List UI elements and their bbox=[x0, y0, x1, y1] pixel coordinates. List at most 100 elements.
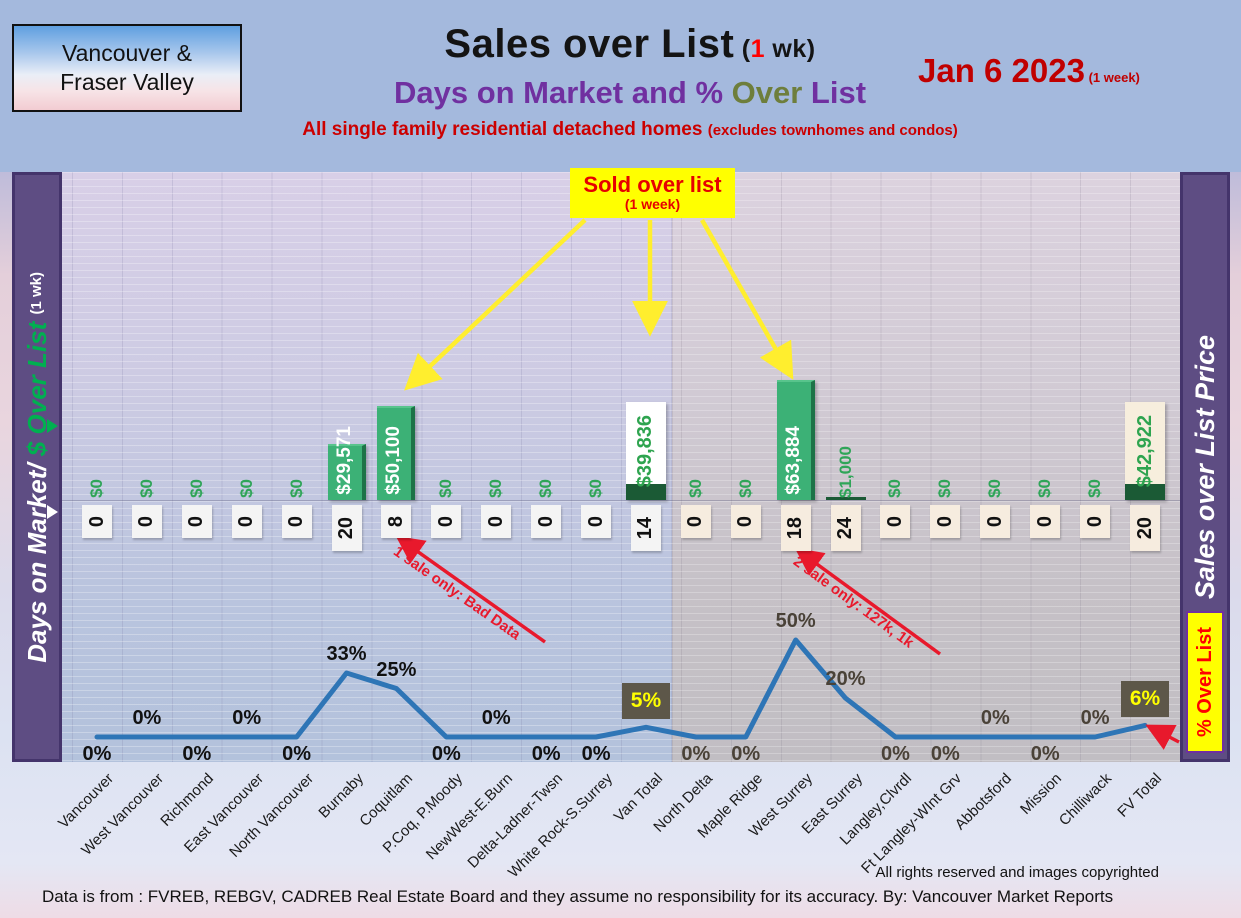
title-block: Sales over List (1 wk) Days on Market an… bbox=[280, 22, 980, 141]
days-on-market-box: 24 bbox=[830, 505, 861, 551]
bad-data-arrow bbox=[395, 535, 547, 644]
days-on-market-box: 0 bbox=[181, 505, 212, 538]
dollar-value-label: $39,836 bbox=[634, 414, 657, 488]
region-line2: Fraser Valley bbox=[60, 69, 194, 95]
pct-over-list-badge-text: % Over List bbox=[1193, 626, 1216, 738]
pct-value-label: 0% bbox=[82, 743, 112, 765]
tagline: All single family residential detached h… bbox=[280, 119, 980, 141]
dollar-value-label: $50,100 bbox=[383, 426, 405, 495]
title-paren-close: wk) bbox=[764, 35, 816, 63]
dollar-value-label: $0 bbox=[186, 479, 206, 498]
region-line1: Vancouver & bbox=[62, 40, 192, 67]
fv-total-pointer-arrow bbox=[1145, 724, 1180, 750]
chart-svg bbox=[94, 218, 1180, 750]
right-axis-bar: Sales over List Price % Over List bbox=[1180, 172, 1230, 762]
days-value: 0 bbox=[983, 515, 1006, 528]
pct-value-label: 0% bbox=[531, 743, 561, 765]
days-value: 14 bbox=[634, 516, 657, 540]
right-axis-text: Sales over List Price bbox=[1189, 334, 1220, 600]
days-on-market-box: 0 bbox=[1030, 505, 1061, 538]
pct-value-label: 0% bbox=[681, 743, 711, 765]
days-on-market-box: 20 bbox=[331, 505, 362, 551]
pct-value-label: 25% bbox=[376, 658, 417, 681]
title-paren-open: ( bbox=[734, 35, 751, 63]
dollar-value-label: $0 bbox=[985, 479, 1005, 498]
days-value: 0 bbox=[933, 515, 956, 528]
dollar-bar: $29,571 bbox=[327, 426, 366, 500]
pct-value-label: 50% bbox=[775, 610, 816, 632]
days-on-market-box: 0 bbox=[730, 505, 761, 538]
subtitle-part2: Over bbox=[731, 75, 803, 110]
dollar-value-label: $0 bbox=[1035, 479, 1055, 498]
title-week-number: 1 bbox=[750, 35, 765, 63]
days-on-market-box: 14 bbox=[630, 505, 661, 551]
days-value: 0 bbox=[1083, 515, 1106, 528]
copyright-note: All rights reserved and images copyright… bbox=[875, 864, 1159, 881]
total-bar-fv: $42,922 bbox=[1125, 402, 1165, 500]
dollar-value-label: $0 bbox=[87, 479, 106, 498]
callout-subtitle: (1 week) bbox=[624, 195, 681, 212]
sold-over-list-callout: Sold over list (1 week) bbox=[570, 168, 735, 218]
dollar-axis-arrow-icon bbox=[47, 419, 58, 433]
pct-value-label: 0% bbox=[980, 707, 1010, 729]
dollar-value-label: $0 bbox=[536, 479, 556, 498]
days-on-market-box: 0 bbox=[880, 505, 911, 538]
callout-arrow-westsurrey bbox=[700, 218, 794, 380]
pct-value-label: 0% bbox=[1030, 743, 1060, 765]
dollar-bar: $50,100 bbox=[377, 406, 416, 500]
title-main: Sales over List bbox=[444, 22, 735, 66]
callout-title: Sold over list bbox=[583, 171, 722, 197]
pct-value-label: 0% bbox=[182, 743, 212, 765]
pct-value-label: 0% bbox=[431, 743, 461, 765]
plot-bg-fraservalley-half bbox=[672, 172, 1180, 762]
subtitle: Days on Market and % Over List bbox=[280, 75, 980, 111]
dollar-value-label: $0 bbox=[436, 479, 456, 498]
pct-value-label: 0% bbox=[731, 743, 761, 765]
dollar-value-label: $0 bbox=[935, 479, 955, 498]
report-date-main: Jan 6 2023 bbox=[918, 52, 1085, 89]
callout-arrow-coquitlam bbox=[404, 218, 587, 391]
dollar-value-label: $0 bbox=[286, 479, 306, 498]
days-value: 0 bbox=[883, 515, 906, 528]
pct-value-label: 33% bbox=[326, 642, 367, 665]
left-axis-bar: Days on Market/ $ Over List (1 wk) bbox=[12, 172, 62, 762]
pct-value-label: 0% bbox=[881, 743, 910, 765]
pct-highlight-box: 6% bbox=[1121, 681, 1169, 718]
dollar-value-label: $0 bbox=[735, 479, 755, 498]
x-axis-labels: Vancouver West Vancouver Richmond East Vanc… bbox=[0, 762, 1241, 881]
days-on-market-box: 0 bbox=[82, 505, 112, 538]
days-value: 0 bbox=[135, 515, 158, 528]
left-axis-days-label: Days on Market/ bbox=[21, 455, 52, 663]
days-on-market-box: 0 bbox=[680, 505, 711, 538]
days-value: 20 bbox=[335, 516, 358, 540]
days-on-market-box: 0 bbox=[231, 505, 262, 538]
dollar-value-label: $0 bbox=[586, 479, 606, 498]
plot-area: $0 0 0% $0 0 0% $0 0 0% $0 0 0% $0 0 0% $29,571 20 33% $50… bbox=[62, 168, 1180, 765]
days-on-market-box: 8 bbox=[381, 505, 412, 538]
tagline-paren: (excludes townhomes and condos) bbox=[707, 122, 958, 139]
days-on-market-box: 0 bbox=[431, 505, 462, 538]
dollar-value-label: $0 bbox=[885, 479, 905, 498]
days-on-market-box: 0 bbox=[581, 505, 612, 538]
total-bar-van: $39,836 bbox=[625, 402, 666, 500]
dollar-value-label: $0 bbox=[136, 479, 156, 498]
days-on-market-box: 0 bbox=[1080, 505, 1111, 538]
dollar-value-label: $0 bbox=[486, 479, 506, 498]
dollar-value-label: $1,000 bbox=[835, 446, 855, 498]
report-date: Jan 6 2023 (1 week) bbox=[918, 52, 1228, 90]
total-bar-base bbox=[1125, 484, 1165, 500]
days-value: 0 bbox=[734, 515, 757, 528]
days-axis-arrow-icon bbox=[47, 505, 58, 519]
pct-over-list-badge: % Over List bbox=[1186, 611, 1224, 753]
subtitle-part1: Days on Market and % bbox=[393, 75, 732, 110]
days-on-market-box: 0 bbox=[481, 505, 512, 538]
pct-value-label: 0% bbox=[581, 743, 611, 765]
pct-value-label: 20% bbox=[825, 668, 866, 691]
days-on-market-box: 0 bbox=[980, 505, 1011, 538]
days-value: 0 bbox=[684, 515, 707, 528]
data-source-note: Data is from : FVREB, REBGV, CADREB Real… bbox=[42, 887, 1114, 906]
two-sales-arrow bbox=[794, 547, 942, 656]
header: Vancouver & Fraser Valley Sales over Lis… bbox=[0, 0, 1241, 172]
pct-value-label: 0% bbox=[1080, 707, 1110, 729]
tagline-main: All single family residential detached h… bbox=[302, 119, 708, 140]
